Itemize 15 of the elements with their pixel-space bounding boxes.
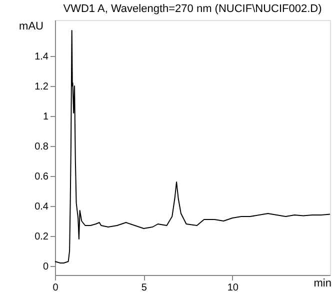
y-tick-label: 0.4 <box>34 202 49 212</box>
y-tick-label: 1.2 <box>34 82 49 92</box>
y-tick-label: 0.6 <box>34 172 49 182</box>
x-tick-label: 5 <box>141 282 148 294</box>
chart-title: VWD1 A, Wavelength=270 nm (NUCIF\NUCIF002.D) <box>63 3 322 15</box>
y-tick-label: 1 <box>42 112 49 122</box>
y-tick-label: 0 <box>42 262 49 272</box>
x-axis-title: min <box>314 278 332 290</box>
y-tick-label: 0.2 <box>34 232 49 242</box>
y-tick-label: 0.8 <box>34 142 49 152</box>
y-axis-title: mAU <box>19 20 44 32</box>
y-tick-label: 1.4 <box>34 52 49 62</box>
x-tick-label: 10 <box>227 282 239 294</box>
line-series <box>54 30 330 264</box>
x-tick-label: 0 <box>52 282 59 294</box>
